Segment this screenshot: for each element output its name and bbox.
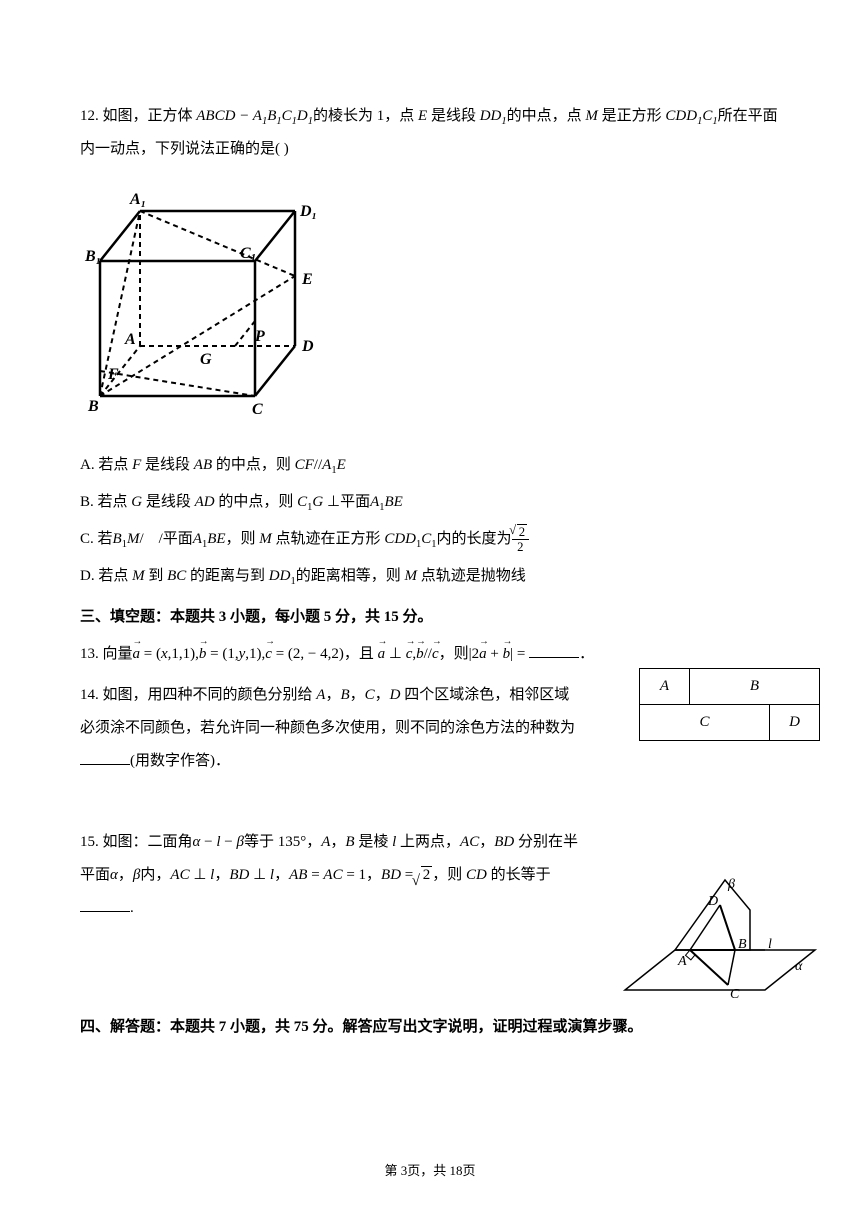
q14-blank	[80, 750, 130, 765]
q12-text3: 是线段	[427, 108, 480, 124]
q13-number: 13.	[80, 646, 99, 662]
q12-option-b: B. 若点 G 是线段 AD 的中点，则 C1G ⊥平面A1BE	[80, 486, 780, 519]
q12-math3: DD1	[480, 108, 507, 124]
region-c: C	[640, 705, 770, 741]
svg-text:D: D	[301, 338, 314, 355]
region-b: B	[690, 669, 820, 705]
q12-number: 12.	[80, 108, 99, 124]
svg-text:B: B	[738, 937, 747, 952]
page-footer: 第 3页，共 18页	[0, 1157, 860, 1186]
q12-text4: 的中点，点	[507, 108, 586, 124]
svg-text:A: A	[677, 954, 687, 969]
q12-option-a: A. 若点 F 是线段 AB 的中点，则 CF//A1E	[80, 449, 780, 482]
dihedral-figure: β α l A B C D	[620, 870, 820, 1033]
q12-math4: M	[585, 108, 598, 124]
svg-text:β: β	[727, 877, 735, 892]
q12-option-c: C. 若B1M/ /平面A1BE，则 M 点轨迹在正方形 CDD1C1内的长度为…	[80, 523, 780, 556]
q12-option-d: D. 若点 M 到 BC 的距离与到 DD1的距离相等，则 M 点轨迹是抛物线	[80, 560, 780, 593]
q12-math2: E	[418, 108, 427, 124]
svg-text:G: G	[200, 351, 212, 368]
svg-text:A₁: A₁	[129, 191, 146, 208]
cube-svg: A₁ D₁ B₁ C1 A D B C E F G P	[80, 176, 340, 426]
svg-text:α: α	[795, 959, 803, 974]
q15-sqrt: 2	[421, 866, 433, 883]
svg-text:B: B	[87, 398, 99, 415]
svg-text:B₁: B₁	[84, 248, 101, 265]
svg-text:P: P	[254, 328, 265, 345]
svg-text:E: E	[301, 271, 313, 288]
region-d: D	[770, 705, 820, 741]
question-12: 12. 如图，正方体 ABCD − A1B1C1D1的棱长为 1，点 E 是线段…	[80, 100, 780, 166]
svg-text:F: F	[107, 366, 119, 383]
svg-text:A: A	[124, 331, 136, 348]
q14-number: 14.	[80, 687, 99, 703]
svg-text:C: C	[730, 987, 740, 1002]
q12-text1: 如图，正方体	[103, 108, 197, 124]
svg-text:l: l	[768, 937, 772, 952]
q15-number: 15.	[80, 834, 99, 850]
svg-text:D: D	[707, 894, 718, 909]
q12-text5: 是正方形	[598, 108, 666, 124]
region-a: A	[640, 669, 690, 705]
q12-math1: ABCD − A1B1C1D1	[196, 108, 313, 124]
region-table: A B C D	[639, 668, 820, 741]
q13-blank	[529, 643, 579, 658]
question-13: 13. 向量a = (x,1,1),b = (1,y,1),c = (2, − …	[80, 638, 780, 671]
q15-blank	[80, 897, 130, 912]
dihedral-svg: β α l A B C D	[620, 870, 820, 1020]
svg-text:D₁: D₁	[299, 203, 317, 220]
svg-text:C1: C1	[240, 245, 256, 264]
q12-text2: 的棱长为 1，点	[313, 108, 418, 124]
section-3-title: 三、填空题：本题共 3 小题，每小题 5 分，共 15 分。	[80, 601, 780, 634]
cube-figure: A₁ D₁ B₁ C1 A D B C E F G P	[80, 176, 780, 439]
svg-text:C: C	[252, 401, 263, 418]
q12-math5: CDD1C1	[665, 108, 717, 124]
